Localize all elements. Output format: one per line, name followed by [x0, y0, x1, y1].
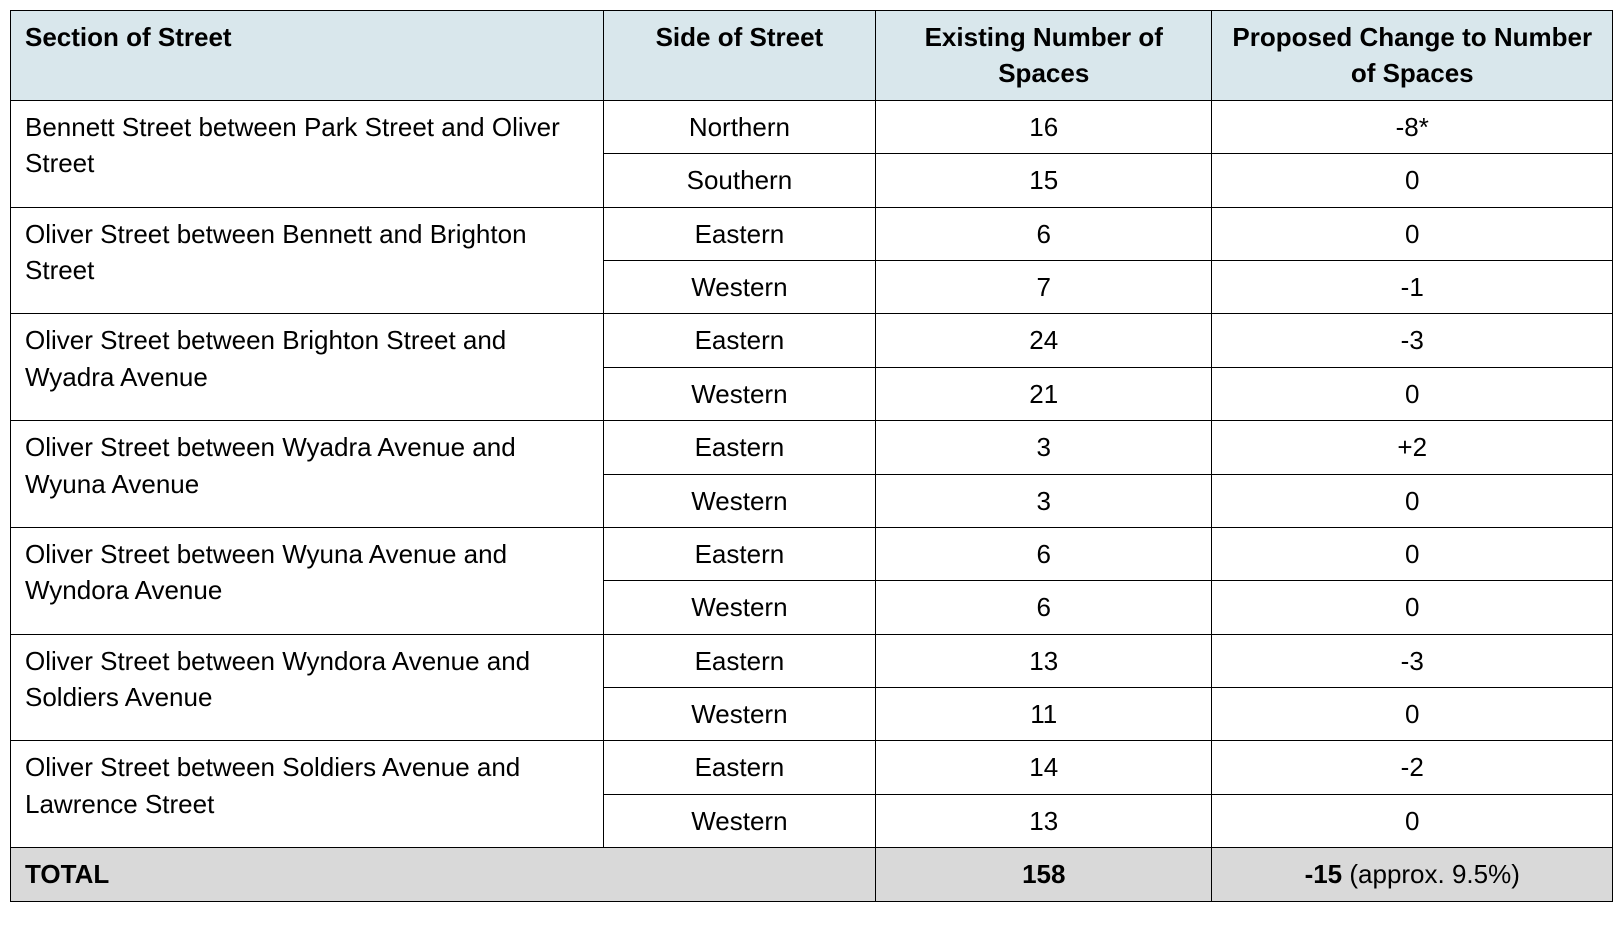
proposed-cell: 0 [1212, 474, 1613, 527]
side-cell: Southern [603, 154, 875, 207]
col-header-section: Section of Street [11, 11, 604, 101]
side-cell: Eastern [603, 741, 875, 794]
existing-cell: 21 [876, 367, 1212, 420]
proposed-cell: 0 [1212, 207, 1613, 260]
existing-cell: 6 [876, 527, 1212, 580]
side-cell: Western [603, 794, 875, 847]
total-row: TOTAL158-15 (approx. 9.5%) [11, 848, 1613, 901]
total-existing-cell: 158 [876, 848, 1212, 901]
side-cell: Eastern [603, 634, 875, 687]
proposed-cell: -2 [1212, 741, 1613, 794]
proposed-cell: 0 [1212, 154, 1613, 207]
street-section-cell: Bennett Street between Park Street and O… [11, 100, 604, 207]
street-section-cell: Oliver Street between Wyuna Avenue and W… [11, 527, 604, 634]
table-row: Oliver Street between Wyndora Avenue and… [11, 634, 1613, 687]
existing-cell: 15 [876, 154, 1212, 207]
total-proposed-suffix: (approx. 9.5%) [1342, 859, 1520, 889]
existing-cell: 14 [876, 741, 1212, 794]
table-row: Oliver Street between Soldiers Avenue an… [11, 741, 1613, 794]
existing-cell: 3 [876, 421, 1212, 474]
col-header-existing: Existing Number of Spaces [876, 11, 1212, 101]
side-cell: Northern [603, 100, 875, 153]
proposed-cell: -8* [1212, 100, 1613, 153]
existing-cell: 3 [876, 474, 1212, 527]
side-cell: Eastern [603, 421, 875, 474]
existing-cell: 13 [876, 634, 1212, 687]
side-cell: Western [603, 688, 875, 741]
side-cell: Western [603, 581, 875, 634]
proposed-cell: 0 [1212, 688, 1613, 741]
total-proposed-value: -15 [1305, 859, 1343, 889]
table-row: Oliver Street between Wyuna Avenue and W… [11, 527, 1613, 580]
table-row: Oliver Street between Bennett and Bright… [11, 207, 1613, 260]
table-row: Oliver Street between Brighton Street an… [11, 314, 1613, 367]
total-label-cell: TOTAL [11, 848, 876, 901]
col-header-proposed: Proposed Change to Number of Spaces [1212, 11, 1613, 101]
side-cell: Eastern [603, 527, 875, 580]
street-section-cell: Oliver Street between Bennett and Bright… [11, 207, 604, 314]
side-cell: Western [603, 474, 875, 527]
street-section-cell: Oliver Street between Wyadra Avenue and … [11, 421, 604, 528]
table-header: Section of Street Side of Street Existin… [11, 11, 1613, 101]
proposed-cell: -1 [1212, 260, 1613, 313]
proposed-cell: 0 [1212, 581, 1613, 634]
proposed-cell: -3 [1212, 314, 1613, 367]
side-cell: Eastern [603, 314, 875, 367]
col-header-side: Side of Street [603, 11, 875, 101]
existing-cell: 6 [876, 207, 1212, 260]
side-cell: Western [603, 260, 875, 313]
proposed-cell: +2 [1212, 421, 1613, 474]
existing-cell: 11 [876, 688, 1212, 741]
existing-cell: 7 [876, 260, 1212, 313]
proposed-cell: 0 [1212, 367, 1613, 420]
street-section-cell: Oliver Street between Soldiers Avenue an… [11, 741, 604, 848]
table-row: Bennett Street between Park Street and O… [11, 100, 1613, 153]
existing-cell: 24 [876, 314, 1212, 367]
table-row: Oliver Street between Wyadra Avenue and … [11, 421, 1613, 474]
street-section-cell: Oliver Street between Wyndora Avenue and… [11, 634, 604, 741]
total-proposed-cell: -15 (approx. 9.5%) [1212, 848, 1613, 901]
parking-spaces-table: Section of Street Side of Street Existin… [10, 10, 1613, 902]
side-cell: Western [603, 367, 875, 420]
existing-cell: 16 [876, 100, 1212, 153]
proposed-cell: -3 [1212, 634, 1613, 687]
existing-cell: 6 [876, 581, 1212, 634]
proposed-cell: 0 [1212, 794, 1613, 847]
side-cell: Eastern [603, 207, 875, 260]
proposed-cell: 0 [1212, 527, 1613, 580]
street-section-cell: Oliver Street between Brighton Street an… [11, 314, 604, 421]
existing-cell: 13 [876, 794, 1212, 847]
table-body: Bennett Street between Park Street and O… [11, 100, 1613, 901]
